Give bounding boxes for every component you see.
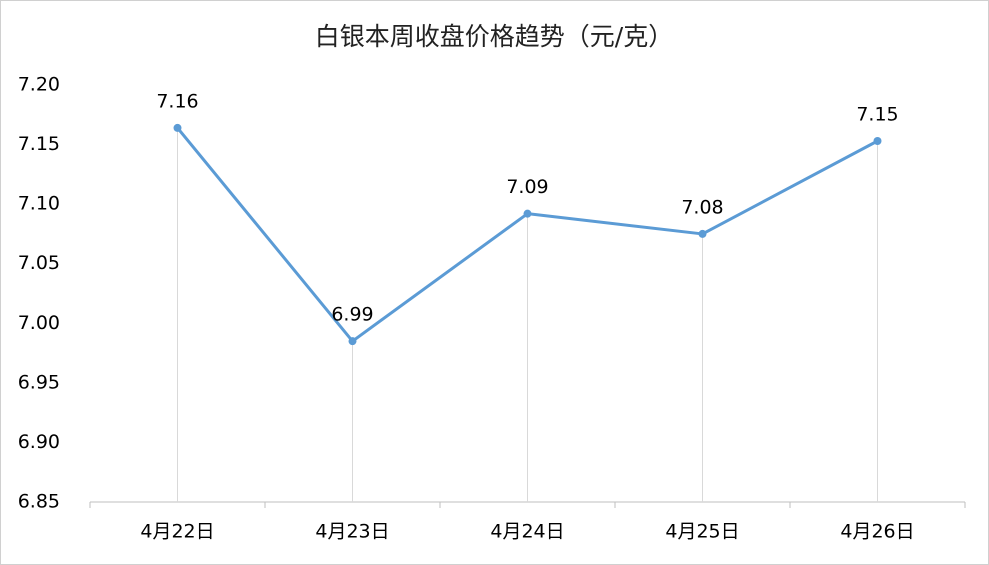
data-label: 6.99 bbox=[331, 304, 373, 326]
x-tick-label: 4月25日 bbox=[665, 521, 739, 543]
data-point bbox=[523, 209, 532, 218]
data-label: 7.08 bbox=[681, 196, 723, 218]
data-point bbox=[873, 136, 882, 145]
chart-title: 白银本周收盘价格趋势（元/克） bbox=[315, 22, 673, 51]
x-tick-label: 4月24日 bbox=[490, 521, 564, 543]
x-tick-label: 4月26日 bbox=[840, 521, 914, 543]
data-label: 7.09 bbox=[506, 176, 548, 198]
y-tick-label: 7.20 bbox=[18, 74, 60, 96]
data-label: 7.16 bbox=[156, 90, 198, 112]
data-point bbox=[173, 123, 182, 132]
y-tick-label: 7.00 bbox=[18, 312, 60, 334]
y-tick-label: 7.10 bbox=[18, 193, 60, 215]
y-tick-label: 6.90 bbox=[18, 431, 60, 453]
y-tick-label: 6.95 bbox=[18, 371, 60, 393]
data-point bbox=[698, 229, 707, 238]
data-point bbox=[348, 337, 357, 346]
x-tick-label: 4月22日 bbox=[140, 521, 214, 543]
y-tick-label: 7.15 bbox=[18, 133, 60, 155]
y-tick-label: 6.85 bbox=[18, 491, 60, 513]
y-tick-label: 7.05 bbox=[18, 252, 60, 274]
x-tick-label: 4月23日 bbox=[315, 521, 389, 543]
data-label: 7.15 bbox=[856, 103, 898, 125]
